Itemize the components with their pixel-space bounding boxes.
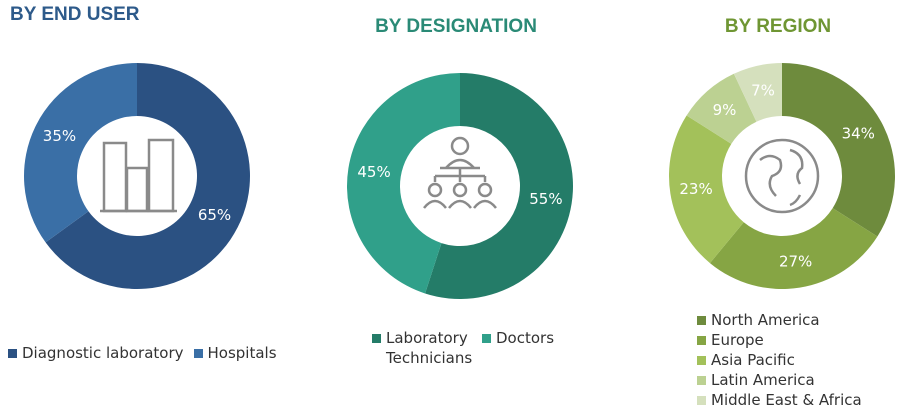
data-label: 34% xyxy=(842,125,875,143)
donut-segment xyxy=(668,115,744,264)
legend-item: Diagnostic laboratory xyxy=(8,343,184,363)
donut-segment xyxy=(45,63,251,290)
legend-item: Latin America xyxy=(697,370,887,390)
legend-label: Laboratory Technicians xyxy=(386,329,473,367)
chart-title: BY END USER xyxy=(10,4,140,25)
legend-item: Europe xyxy=(697,330,887,350)
legend-swatch xyxy=(697,336,706,345)
donut-segment xyxy=(782,63,895,237)
legend-swatch xyxy=(372,334,381,343)
data-label: 65% xyxy=(198,206,231,224)
legend-swatch xyxy=(8,349,17,358)
data-label: 55% xyxy=(529,190,562,208)
legend-label: Diagnostic laboratory xyxy=(22,344,184,362)
legend-item: Laboratory Technicians xyxy=(372,328,472,368)
legend-swatch xyxy=(193,349,203,358)
legend: Laboratory Technicians Doctors xyxy=(372,328,582,368)
people-icon xyxy=(423,136,497,209)
legend-label: Hospitals xyxy=(207,344,277,362)
legend-item: North America xyxy=(697,310,887,330)
legend: North America Europe Asia Pacific Latin Ame… xyxy=(697,310,897,410)
donut-segment xyxy=(709,208,878,289)
legend-swatch xyxy=(482,334,491,343)
legend-item: Hospitals xyxy=(193,343,277,363)
legend-item: Doctors xyxy=(482,328,554,348)
legend-item: Middle East & Africa xyxy=(697,390,887,410)
data-label: 45% xyxy=(357,163,390,181)
donut-segment xyxy=(425,73,573,299)
donut-segment xyxy=(24,63,137,243)
chart-title: BY DESIGNATION xyxy=(375,16,537,37)
data-label: 7% xyxy=(751,82,775,100)
legend-swatch xyxy=(697,396,706,405)
legend: Diagnostic laboratory Hospitals xyxy=(8,343,308,363)
legend-label: Doctors xyxy=(496,329,555,347)
chart-title: BY REGION xyxy=(725,16,831,37)
globe-icon xyxy=(744,138,820,214)
data-label: 9% xyxy=(713,101,737,119)
legend-label: Middle East & Africa xyxy=(711,391,862,409)
legend-label: Asia Pacific xyxy=(711,351,795,369)
legend-item: Asia Pacific xyxy=(697,350,887,370)
legend-swatch xyxy=(697,316,706,325)
building-icon xyxy=(100,138,177,213)
data-label: 27% xyxy=(779,252,812,270)
data-label: 23% xyxy=(679,180,712,198)
legend-label: Latin America xyxy=(711,371,815,389)
legend-swatch xyxy=(697,376,706,385)
donut-segment xyxy=(346,73,460,294)
donut-segment xyxy=(686,73,757,144)
legend-label: Europe xyxy=(711,331,764,349)
legend-label: North America xyxy=(711,311,820,329)
data-label: 35% xyxy=(43,127,76,145)
legend-swatch xyxy=(697,356,706,365)
donut-segment xyxy=(733,63,782,122)
